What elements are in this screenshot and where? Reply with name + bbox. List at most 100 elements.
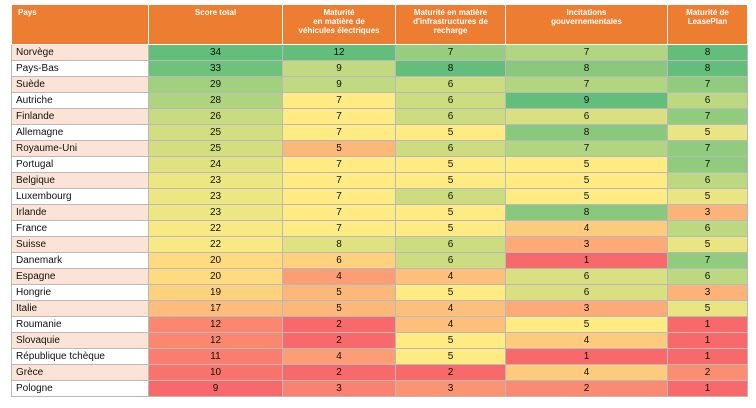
cell-pays: Luxembourg [11,188,149,205]
cell-pays: Italie [11,300,149,317]
cell-maturite-infrastructures: 7 [395,44,506,61]
cell-pays: Danemark [11,252,149,269]
cell-maturite-leaseplan: 1 [667,380,748,397]
cell-pays: Irlande [11,204,149,221]
cell-incitations: 6 [505,268,668,285]
cell-maturite-infrastructures: 6 [395,76,506,93]
cell-score-total: 22 [148,220,283,237]
cell-maturite-vehicules: 4 [282,268,396,285]
cell-score-total: 12 [148,332,283,349]
cell-maturite-infrastructures: 6 [395,140,506,157]
cell-score-total: 26 [148,108,283,125]
cell-incitations: 1 [505,252,668,269]
cell-incitations: 8 [505,204,668,221]
cell-maturite-vehicules: 7 [282,124,396,141]
cell-maturite-vehicules: 2 [282,364,396,381]
table-row: Suède 29 9 6 7 7 [11,76,748,93]
cell-maturite-vehicules: 9 [282,76,396,93]
cell-incitations: 3 [505,300,668,317]
cell-score-total: 20 [148,268,283,285]
cell-score-total: 29 [148,76,283,93]
table-row: Belgique 23 7 5 5 6 [11,172,748,189]
table-row: Finlande 26 7 6 6 7 [11,108,748,125]
cell-maturite-leaseplan: 7 [667,108,748,125]
table-row: France 22 7 5 4 6 [11,220,748,237]
table-row: Suisse 22 8 6 3 5 [11,236,748,253]
cell-pays: Autriche [11,92,149,109]
table-row: Italie 17 5 4 3 5 [11,300,748,317]
cell-maturite-vehicules: 12 [282,44,396,61]
cell-score-total: 28 [148,92,283,109]
cell-incitations: 7 [505,76,668,93]
cell-maturite-leaseplan: 8 [667,60,748,77]
cell-pays: Slovaquie [11,332,149,349]
header-pays: Pays [11,4,149,45]
cell-maturite-leaseplan: 6 [667,92,748,109]
cell-incitations: 9 [505,92,668,109]
cell-incitations: 1 [505,348,668,365]
cell-maturite-leaseplan: 5 [667,188,748,205]
cell-pays: Suède [11,76,149,93]
cell-incitations: 6 [505,284,668,301]
cell-maturite-vehicules: 7 [282,92,396,109]
header-maturite-leaseplan: Maturité de LeasePlan [667,4,748,45]
table-row: Norvège 34 12 7 7 8 [11,44,748,61]
header-row: Pays Score total Maturité en matière de vé… [11,4,748,45]
cell-pays: Royaume-Uni [11,140,149,157]
cell-pays: Norvège [11,44,149,61]
table-row: Espagne 20 4 4 6 6 [11,268,748,285]
cell-maturite-infrastructures: 4 [395,268,506,285]
header-maturite-infrastructures: Maturité en matière d'infrastructures de r… [395,4,506,45]
cell-score-total: 11 [148,348,283,365]
cell-incitations: 7 [505,140,668,157]
cell-maturite-infrastructures: 5 [395,332,506,349]
cell-score-total: 12 [148,316,283,333]
table-row: Portugal 24 7 5 5 7 [11,156,748,173]
cell-maturite-vehicules: 7 [282,204,396,221]
cell-pays: Suisse [11,236,149,253]
cell-pays: Pays-Bas [11,60,149,77]
cell-incitations: 6 [505,108,668,125]
table-row: Irlande 23 7 5 8 3 [11,204,748,221]
cell-maturite-vehicules: 2 [282,332,396,349]
table-row: Luxembourg 23 7 6 5 5 [11,188,748,205]
cell-incitations: 5 [505,316,668,333]
cell-maturite-vehicules: 5 [282,140,396,157]
cell-maturite-vehicules: 3 [282,380,396,397]
table-row: Hongrie 19 5 5 6 3 [11,284,748,301]
cell-maturite-vehicules: 9 [282,60,396,77]
cell-maturite-infrastructures: 6 [395,252,506,269]
cell-pays: Allemagne [11,124,149,141]
cell-pays: Roumanie [11,316,149,333]
cell-score-total: 25 [148,124,283,141]
cell-maturite-leaseplan: 7 [667,76,748,93]
table-row: Royaume-Uni 25 5 6 7 7 [11,140,748,157]
cell-maturite-vehicules: 7 [282,156,396,173]
cell-maturite-infrastructures: 5 [395,284,506,301]
table-body: Norvège 34 12 7 7 8 Pays-Bas 33 9 8 8 8 Suède 29 9 6 7 7 A… [11,44,748,397]
cell-score-total: 25 [148,140,283,157]
cell-maturite-leaseplan: 5 [667,124,748,141]
ev-readiness-table: Pays Score total Maturité en matière de vé… [11,4,748,397]
cell-maturite-infrastructures: 8 [395,60,506,77]
cell-pays: Belgique [11,172,149,189]
cell-score-total: 34 [148,44,283,61]
cell-pays: France [11,220,149,237]
cell-incitations: 5 [505,188,668,205]
cell-maturite-infrastructures: 5 [395,204,506,221]
cell-pays: Portugal [11,156,149,173]
cell-incitations: 5 [505,156,668,173]
table-row: République tchèque 11 4 5 1 1 [11,348,748,365]
cell-maturite-infrastructures: 5 [395,156,506,173]
header-maturite-vehicules: Maturité en matière de véhicules électriqu… [282,4,396,45]
cell-maturite-vehicules: 5 [282,300,396,317]
cell-incitations: 5 [505,172,668,189]
cell-incitations: 4 [505,332,668,349]
cell-maturite-infrastructures: 5 [395,220,506,237]
cell-score-total: 33 [148,60,283,77]
cell-pays: République tchèque [11,348,149,365]
cell-score-total: 19 [148,284,283,301]
cell-score-total: 22 [148,236,283,253]
table-row: Grèce 10 2 2 4 2 [11,364,748,381]
cell-maturite-leaseplan: 6 [667,268,748,285]
